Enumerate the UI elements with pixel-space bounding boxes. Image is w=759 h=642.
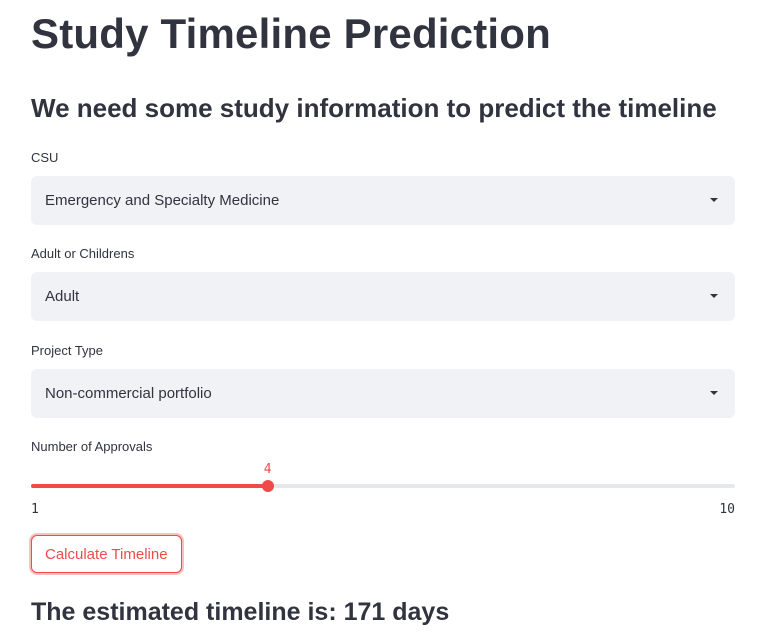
slider-track[interactable]	[31, 484, 735, 488]
calculate-timeline-button[interactable]: Calculate Timeline	[31, 535, 182, 573]
population-label: Adult or Childrens	[31, 246, 135, 261]
chevron-down-icon	[710, 391, 718, 395]
page-title: Study Timeline Prediction	[31, 10, 551, 57]
population-select[interactable]: Adult	[31, 272, 735, 321]
slider-thumb[interactable]	[261, 480, 274, 492]
chevron-down-icon	[710, 198, 718, 202]
project-type-select[interactable]: Non-commercial portfolio	[31, 369, 735, 418]
csu-select[interactable]: Emergency and Specialty Medicine	[31, 176, 735, 225]
approvals-label: Number of Approvals	[31, 439, 153, 454]
slider-fill	[31, 484, 268, 488]
slider-current-value: 4	[263, 462, 272, 477]
project-type-label: Project Type	[31, 343, 104, 358]
result-text: The estimated timeline is: 171 days	[31, 598, 450, 626]
slider-max-label: 10	[719, 502, 735, 517]
slider-min-label: 1	[31, 502, 39, 517]
approvals-slider[interactable]: 4 1 10	[31, 460, 735, 520]
page-subheading: We need some study information to predic…	[31, 93, 717, 123]
csu-label: CSU	[31, 150, 59, 165]
project-type-selected-value: Non-commercial portfolio	[45, 385, 212, 402]
chevron-down-icon	[710, 294, 718, 298]
population-selected-value: Adult	[45, 288, 80, 305]
csu-selected-value: Emergency and Specialty Medicine	[45, 192, 280, 209]
